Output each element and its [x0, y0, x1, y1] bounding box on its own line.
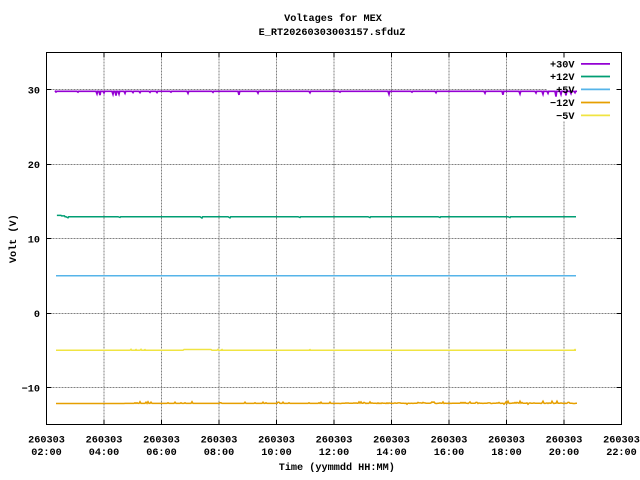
svg-text:06:00: 06:00: [146, 448, 177, 459]
svg-text:Volt (V): Volt (V): [8, 214, 20, 263]
svg-text:−5V: −5V: [556, 112, 575, 123]
svg-text:Voltages for MEX: Voltages for MEX: [284, 13, 383, 25]
svg-text:260303: 260303: [86, 435, 123, 446]
svg-text:260303: 260303: [546, 435, 583, 446]
svg-text:04:00: 04:00: [89, 448, 120, 459]
svg-text:260303: 260303: [258, 435, 295, 446]
svg-text:20:00: 20:00: [549, 448, 580, 459]
svg-text:E_RT20260303003157.sfduZ: E_RT20260303003157.sfduZ: [259, 27, 406, 39]
svg-text:260303: 260303: [373, 435, 410, 446]
svg-text:14:00: 14:00: [376, 448, 407, 459]
svg-text:260303: 260303: [316, 435, 353, 446]
svg-text:22:00: 22:00: [606, 448, 637, 459]
svg-text:260303: 260303: [28, 435, 65, 446]
svg-text:−12V: −12V: [550, 99, 575, 110]
svg-text:18:00: 18:00: [491, 448, 522, 459]
svg-text:10: 10: [28, 235, 40, 246]
svg-text:260303: 260303: [603, 435, 640, 446]
svg-text:30: 30: [28, 86, 40, 97]
svg-text:+30V: +30V: [550, 60, 575, 71]
svg-text:16:00: 16:00: [434, 448, 465, 459]
svg-text:−10: −10: [22, 384, 40, 395]
svg-text:08:00: 08:00: [204, 448, 235, 459]
svg-text:+12V: +12V: [550, 73, 575, 84]
svg-text:+5V: +5V: [556, 86, 575, 97]
svg-text:12:00: 12:00: [319, 448, 350, 459]
svg-text:0: 0: [34, 310, 40, 321]
svg-text:260303: 260303: [143, 435, 180, 446]
svg-text:10:00: 10:00: [261, 448, 292, 459]
svg-text:260303: 260303: [201, 435, 238, 446]
svg-text:Time (yymmdd HH:MM): Time (yymmdd HH:MM): [279, 462, 395, 474]
svg-text:20: 20: [28, 161, 40, 172]
svg-text:260303: 260303: [488, 435, 525, 446]
svg-text:260303: 260303: [431, 435, 468, 446]
svg-text:02:00: 02:00: [31, 448, 62, 459]
